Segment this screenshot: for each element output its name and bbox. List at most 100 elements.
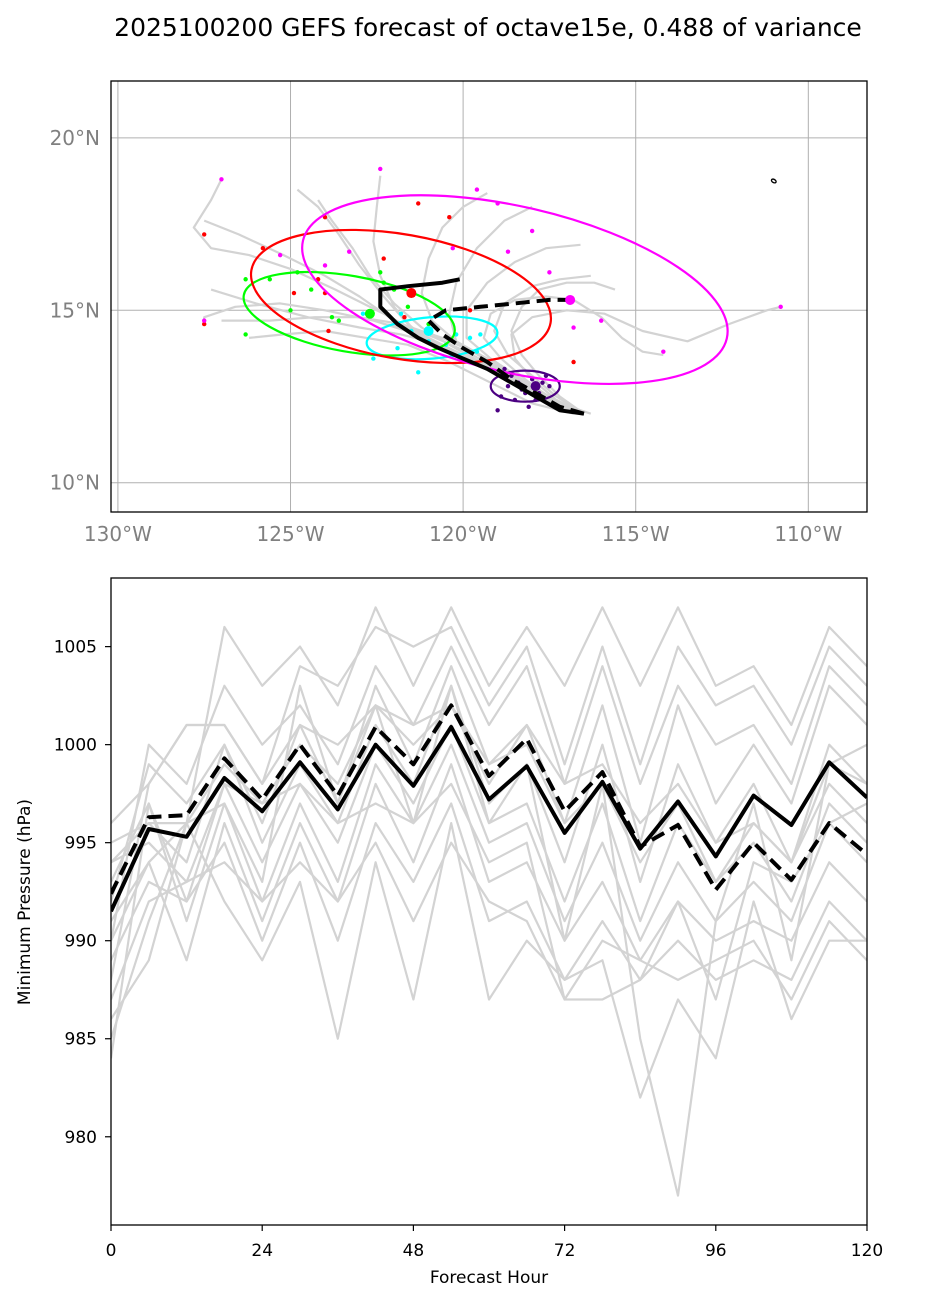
cluster-point <box>295 270 300 275</box>
cluster-point <box>378 166 383 172</box>
mean-pressure-dashed <box>111 703 867 895</box>
cluster-point <box>598 318 604 323</box>
cluster-point <box>467 335 473 341</box>
cluster-point <box>346 249 352 254</box>
cluster-point <box>547 270 552 275</box>
pressure-panel: 0 24 48 72 96 120 980 985 990 995 1000 1005 Forecas… <box>15 577 883 1288</box>
cluster-point <box>243 277 248 282</box>
cluster-point <box>778 304 783 310</box>
member-pressure-line <box>111 802 867 982</box>
cluster-point <box>474 187 480 192</box>
cluster-point <box>502 366 507 372</box>
cluster-ellipse <box>242 270 456 357</box>
map-xtick-label: 120°W <box>429 522 497 546</box>
member-pressure-line <box>111 704 867 864</box>
cluster-point <box>512 397 518 403</box>
cluster-mean-marker <box>530 381 541 392</box>
member-track <box>210 288 585 415</box>
cluster-point <box>260 246 266 251</box>
cluster-point <box>288 308 293 313</box>
figure-title: 2025100200 GEFS forecast of octave15e, 0… <box>114 13 862 42</box>
map-xtick-label: 125°W <box>257 522 325 546</box>
track-map-panel: 130°W 125°W 120°W 115°W 110°W 10°N 15°N 20°N <box>50 80 868 546</box>
member-pressure-line <box>111 645 867 941</box>
cluster-point <box>505 249 511 254</box>
y-axis-label: Minimum Pressure (hPa) <box>15 799 35 1005</box>
member-track <box>493 274 591 415</box>
cluster-point <box>381 280 386 285</box>
cluster-point <box>309 287 314 292</box>
cluster-point <box>661 349 666 354</box>
cluster-point <box>322 263 328 268</box>
pressure-frame <box>110 577 868 1226</box>
cluster-point <box>526 404 531 410</box>
cluster-point <box>450 246 455 251</box>
contour-mark <box>770 178 777 184</box>
cluster-point <box>474 349 480 354</box>
cluster-point <box>277 252 283 258</box>
x-axis-label: Forecast Hour <box>430 1268 548 1288</box>
cluster-point <box>378 270 383 275</box>
x-tick-label: 0 <box>106 1241 117 1261</box>
member-track <box>248 329 574 415</box>
cluster-point <box>329 314 335 320</box>
cluster-point <box>267 277 272 282</box>
cluster-point <box>398 311 404 316</box>
y-tick-label: 990 <box>65 932 97 952</box>
cluster-point <box>371 356 376 361</box>
y-tick-label: 1000 <box>54 736 97 756</box>
map-xtick-label: 110°W <box>774 522 842 546</box>
cluster-point <box>495 408 500 413</box>
y-tick-label: 980 <box>65 1128 97 1148</box>
cluster-point <box>478 332 483 337</box>
x-tick-label: 96 <box>705 1241 727 1261</box>
cluster-mean-marker <box>364 308 375 319</box>
cluster-mean-marker <box>423 325 434 336</box>
map-grid <box>111 81 867 512</box>
map-frame <box>110 80 868 513</box>
map-ytick-label: 20°N <box>50 126 100 150</box>
cluster-point <box>219 177 224 182</box>
cluster-point <box>543 373 549 379</box>
pressure-plot-area <box>111 606 867 1197</box>
cluster-point <box>243 332 248 337</box>
cluster-point <box>405 304 411 310</box>
cluster-point <box>495 201 500 206</box>
cluster-point <box>336 318 342 323</box>
member-pressure-line <box>111 606 867 1020</box>
x-tick-label: 120 <box>851 1241 883 1261</box>
cluster-mean-marker <box>406 288 417 299</box>
cluster-point <box>291 290 297 296</box>
cluster-point <box>381 256 386 261</box>
y-tick-label: 995 <box>65 834 97 854</box>
pressure-tick-labels: 0 24 48 72 96 120 980 985 990 995 1000 1005 <box>54 638 883 1261</box>
cluster-point <box>402 314 407 320</box>
cluster-point <box>395 346 400 351</box>
cluster-point <box>202 321 207 327</box>
map-ytick-label: 10°N <box>50 471 100 495</box>
cluster-ellipse <box>489 369 561 403</box>
x-tick-label: 48 <box>403 1241 425 1261</box>
y-tick-label: 985 <box>65 1030 97 1050</box>
cluster-point <box>360 311 366 316</box>
cluster-point <box>202 318 207 323</box>
map-xtick-label: 130°W <box>84 522 152 546</box>
cluster-ellipse <box>301 194 729 386</box>
map-tick-labels: 130°W 125°W 120°W 115°W 110°W 10°N 15°N 20°N <box>50 126 843 546</box>
member-track <box>482 295 664 415</box>
cluster-point <box>571 325 576 330</box>
x-tick-label: 72 <box>554 1241 576 1261</box>
map-ytick-label: 15°N <box>50 298 100 322</box>
member-pressure-line <box>111 743 867 942</box>
x-tick-label: 24 <box>251 1241 273 1261</box>
cluster-mean-marker <box>565 294 576 305</box>
cluster-point <box>326 328 331 334</box>
cluster-point <box>467 308 473 313</box>
cluster-ellipse <box>249 228 553 365</box>
cluster-point <box>416 370 421 375</box>
cluster-ellipse <box>365 315 499 361</box>
cluster-point <box>416 201 421 206</box>
cluster-point <box>571 359 576 365</box>
cluster-point <box>540 380 545 385</box>
